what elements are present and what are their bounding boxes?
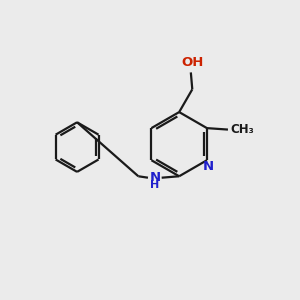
Text: CH₃: CH₃ — [230, 123, 254, 136]
Text: OH: OH — [181, 56, 203, 69]
Text: N: N — [202, 160, 214, 173]
Text: H: H — [150, 180, 160, 190]
Text: N: N — [149, 171, 161, 184]
